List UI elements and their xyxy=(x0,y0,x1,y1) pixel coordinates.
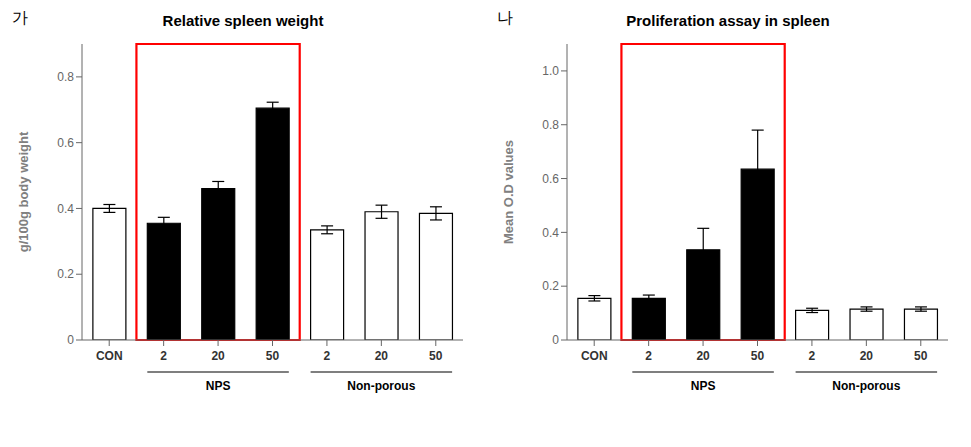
svg-text:2: 2 xyxy=(645,349,652,363)
svg-text:Non-porous: Non-porous xyxy=(832,379,900,393)
html-text:가: 가 xyxy=(12,9,28,26)
svg-text:0.2: 0.2 xyxy=(57,267,74,281)
svg-text:0.8: 0.8 xyxy=(57,70,74,84)
svg-text:20: 20 xyxy=(211,349,225,363)
svg-text:NPS: NPS xyxy=(206,379,231,393)
svg-text:50: 50 xyxy=(751,349,765,363)
svg-text:50: 50 xyxy=(429,349,443,363)
svg-text:NPS: NPS xyxy=(691,379,716,393)
svg-text:0.4: 0.4 xyxy=(57,202,74,216)
svg-text:0.2: 0.2 xyxy=(542,279,559,293)
svg-text:0.6: 0.6 xyxy=(57,136,74,150)
svg-text:0.4: 0.4 xyxy=(542,226,559,240)
svg-text:g/100g body weight: g/100g body weight xyxy=(16,131,31,252)
svg-text:0: 0 xyxy=(67,333,74,347)
svg-text:20: 20 xyxy=(375,349,389,363)
html-text:나: 나 xyxy=(497,9,513,26)
svg-text:CON: CON xyxy=(581,349,608,363)
svg-text:2: 2 xyxy=(324,349,331,363)
svg-text:CON: CON xyxy=(96,349,123,363)
svg-text:2: 2 xyxy=(160,349,167,363)
svg-text:Non-porous: Non-porous xyxy=(347,379,415,393)
svg-text:20: 20 xyxy=(860,349,874,363)
svg-text:1.0: 1.0 xyxy=(542,64,559,78)
svg-text:0: 0 xyxy=(552,333,559,347)
svg-text:50: 50 xyxy=(914,349,928,363)
html-text:Proliferation assay in spleen: Proliferation assay in spleen xyxy=(626,12,830,29)
svg-text:2: 2 xyxy=(809,349,816,363)
svg-text:20: 20 xyxy=(696,349,710,363)
svg-text:0.6: 0.6 xyxy=(542,172,559,186)
html-text:Relative spleen weight: Relative spleen weight xyxy=(162,12,324,29)
svg-text:Mean O.D values: Mean O.D values xyxy=(501,140,516,244)
svg-text:50: 50 xyxy=(266,349,280,363)
svg-text:0.8: 0.8 xyxy=(542,118,559,132)
